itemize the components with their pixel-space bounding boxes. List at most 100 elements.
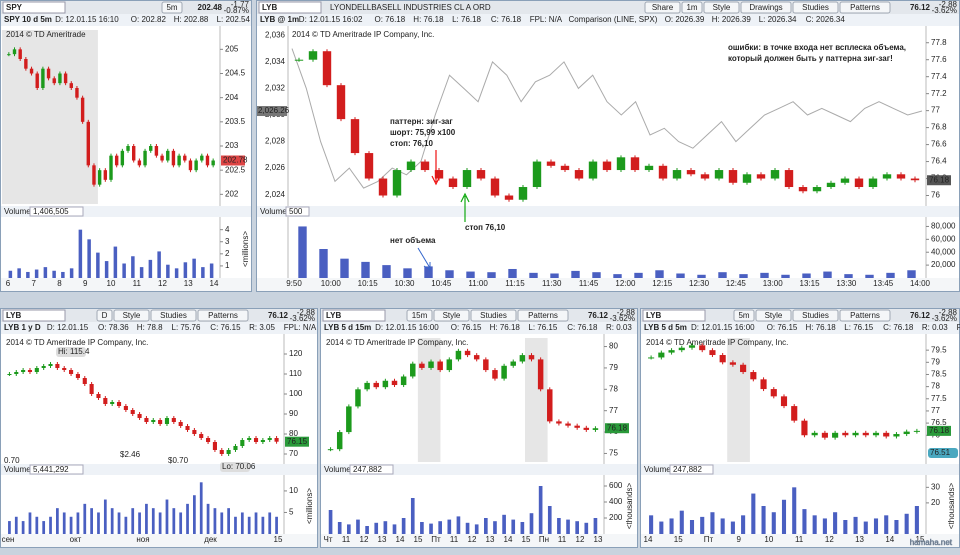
last-price: 202.48	[198, 3, 223, 12]
arrow	[431, 150, 441, 186]
info-item: O: 76.15	[767, 323, 798, 332]
price-tick-label: 70	[289, 449, 298, 458]
volume-bar	[104, 261, 109, 278]
toolbar-button[interactable]	[433, 309, 470, 322]
toolbar-button[interactable]	[96, 309, 113, 322]
compare-last-box	[257, 106, 287, 117]
price-tick-label: 90	[289, 409, 298, 418]
toolbar-button[interactable]	[644, 1, 681, 14]
symbol: LYB	[326, 311, 341, 320]
volume-bar	[356, 519, 360, 534]
candle	[116, 402, 122, 406]
volume-unit: <millions>	[305, 488, 314, 524]
toolbar-button[interactable]	[792, 309, 839, 322]
toolbar-button[interactable]	[197, 309, 249, 322]
toolbar-button[interactable]	[703, 1, 740, 14]
symbol-box[interactable]	[258, 1, 322, 14]
toolbar-button[interactable]	[681, 1, 703, 14]
volume-bar	[655, 270, 664, 278]
volume-bar	[547, 506, 552, 534]
candle	[728, 170, 738, 183]
volume-bar	[822, 518, 827, 534]
candle	[126, 146, 130, 151]
symbol-box[interactable]	[2, 1, 66, 14]
toolbar-button[interactable]	[839, 1, 891, 14]
time-axis	[321, 534, 637, 547]
volume-bar	[669, 518, 674, 534]
toolbar-button[interactable]	[733, 309, 755, 322]
volume-bar	[192, 258, 196, 278]
volume-bar	[365, 526, 369, 534]
candle	[501, 365, 507, 379]
volume-tick-label: 40,000	[931, 247, 956, 256]
last-price-label: 76.18	[607, 423, 628, 432]
candle	[253, 438, 259, 442]
toolbar-button[interactable]	[113, 309, 150, 322]
time-label: 10	[764, 535, 773, 544]
toolbar-button[interactable]	[740, 1, 792, 14]
candle	[780, 396, 788, 407]
price-tick-label: 77.4	[931, 72, 947, 81]
time-label: 14	[504, 535, 513, 544]
volume-bar	[511, 519, 516, 534]
volume-bar	[97, 512, 100, 534]
marker-label: $2.46	[120, 450, 141, 459]
toolbar-button[interactable]	[792, 1, 839, 14]
time-label: 9	[83, 279, 88, 288]
volume-bar	[361, 261, 370, 278]
volume-bar	[337, 522, 342, 534]
candle	[24, 59, 28, 69]
volume-bar	[403, 268, 412, 278]
volume-bar	[904, 513, 909, 534]
candle	[826, 182, 836, 188]
annotation: который должен быть у паттерна зиг-заг!	[728, 54, 893, 63]
candle	[114, 155, 119, 166]
candle	[437, 361, 443, 371]
volume-tick-label: 20,000	[931, 260, 956, 269]
volume-bar	[914, 506, 919, 534]
volume-bar	[538, 486, 543, 534]
toolbar-button[interactable]	[517, 309, 569, 322]
candle	[434, 170, 444, 179]
candle	[188, 160, 193, 171]
volume-bar	[833, 512, 838, 534]
toolbar-button[interactable]	[150, 309, 197, 322]
toolbar-button[interactable]	[470, 309, 517, 322]
time-label: 13	[486, 535, 495, 544]
info-item: O: 76.18	[375, 15, 406, 24]
symbol-box[interactable]	[642, 309, 706, 322]
symbol-box[interactable]	[322, 309, 386, 322]
info-item: R: 0.03	[922, 323, 948, 332]
time-label: 15	[274, 535, 283, 544]
volume-bar	[124, 516, 128, 534]
toolbar-button[interactable]	[161, 1, 183, 14]
session-shade	[525, 338, 548, 462]
info-item: C: 76.15	[210, 323, 241, 332]
volume-bar	[261, 516, 265, 534]
candle	[322, 51, 332, 86]
change-pct: -3.62%	[932, 6, 957, 15]
candle	[89, 384, 94, 394]
toolbar-button[interactable]	[755, 309, 792, 322]
time-label: 13	[855, 535, 864, 544]
candle	[171, 418, 176, 422]
candle	[183, 155, 187, 161]
volume-label: Volume	[260, 207, 287, 216]
last-price-box	[221, 155, 245, 166]
symbol-box[interactable]	[2, 309, 66, 322]
toolbar-button[interactable]	[839, 309, 891, 322]
candle	[812, 187, 822, 192]
price-tick-label: 203.5	[225, 117, 246, 126]
volume-bar	[739, 274, 748, 278]
info-item: O: 202.82	[131, 15, 167, 24]
volume-bar	[659, 521, 664, 534]
candle	[110, 402, 115, 404]
info-item: R: 0.03	[606, 323, 632, 332]
toolbar-button[interactable]	[406, 309, 433, 322]
candle	[12, 49, 17, 55]
time-label: 9	[736, 535, 741, 544]
time-label: 12	[158, 279, 167, 288]
time-label: 13	[594, 535, 603, 544]
time-label: 12:00	[615, 279, 636, 288]
candle	[62, 368, 67, 370]
